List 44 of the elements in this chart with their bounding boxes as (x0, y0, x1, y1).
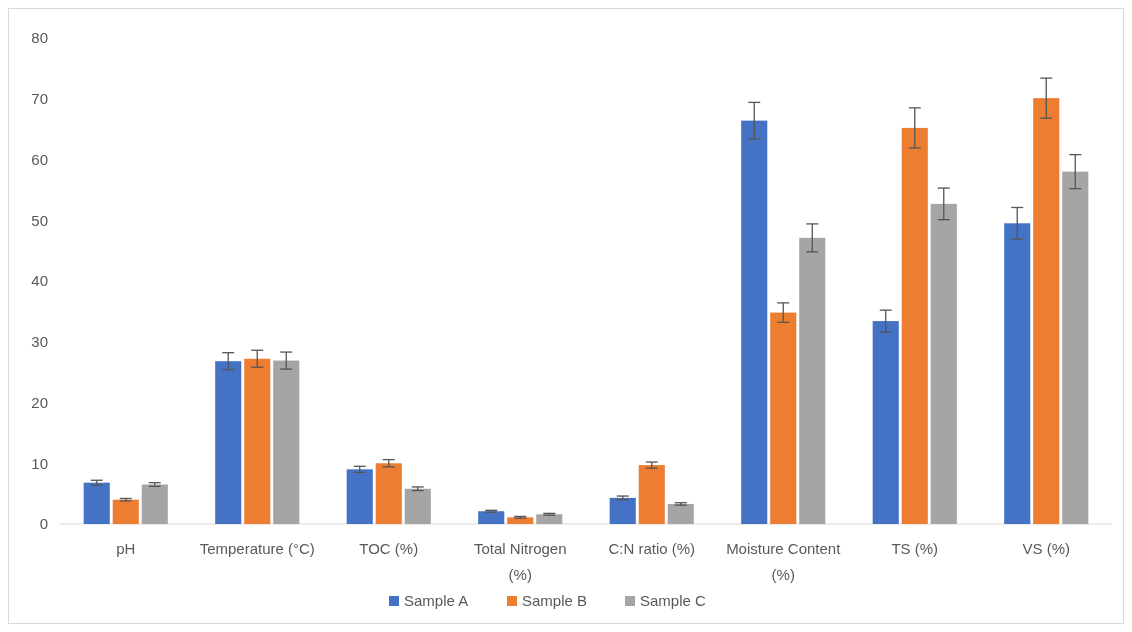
bar (799, 237, 826, 524)
bar (346, 469, 373, 524)
bar (215, 361, 242, 524)
y-tick-label: 20 (31, 393, 48, 411)
bar (741, 120, 768, 524)
x-tick-label: Moisture Content (%) (726, 540, 842, 583)
bar (112, 499, 139, 524)
bar (141, 484, 168, 524)
legend-label: Sample B (522, 592, 588, 609)
x-tick-label: C:N ratio (%) (608, 540, 696, 557)
x-tick-label: Temperature (°C) (199, 540, 315, 557)
bar (770, 312, 797, 524)
y-tick-label: 50 (31, 211, 48, 229)
y-tick-label: 40 (31, 272, 48, 290)
x-tick-label: VS (%) (1022, 540, 1071, 557)
bar (404, 488, 431, 524)
x-tick-label: TOC (%) (359, 540, 419, 557)
bar (872, 321, 899, 524)
x-tick-label: TS (%) (891, 540, 939, 557)
y-tick-label: 0 (39, 515, 48, 533)
y-tick-label: 30 (31, 333, 48, 350)
bar (273, 360, 300, 524)
bar (930, 203, 957, 524)
bar (83, 482, 110, 524)
x-tick-label: Total Nitrogen (%) (473, 540, 567, 583)
bar (1004, 223, 1031, 524)
x-tick-label: pH (116, 540, 136, 557)
bar (1033, 98, 1060, 524)
bar (478, 511, 505, 524)
y-tick-label: 80 (31, 29, 48, 47)
legend-label: Sample C (640, 592, 707, 609)
y-tick-label: 60 (31, 150, 48, 168)
bar (638, 465, 665, 524)
bar (507, 517, 534, 524)
bar (1062, 171, 1089, 524)
bar (609, 497, 636, 524)
y-tick-label: 10 (31, 454, 48, 472)
legend-label: Sample A (404, 592, 469, 609)
bar (901, 127, 928, 524)
bar (375, 463, 402, 524)
bar (536, 514, 563, 524)
bar (244, 358, 271, 524)
bar (667, 503, 694, 524)
y-tick-label: 70 (31, 90, 48, 107)
